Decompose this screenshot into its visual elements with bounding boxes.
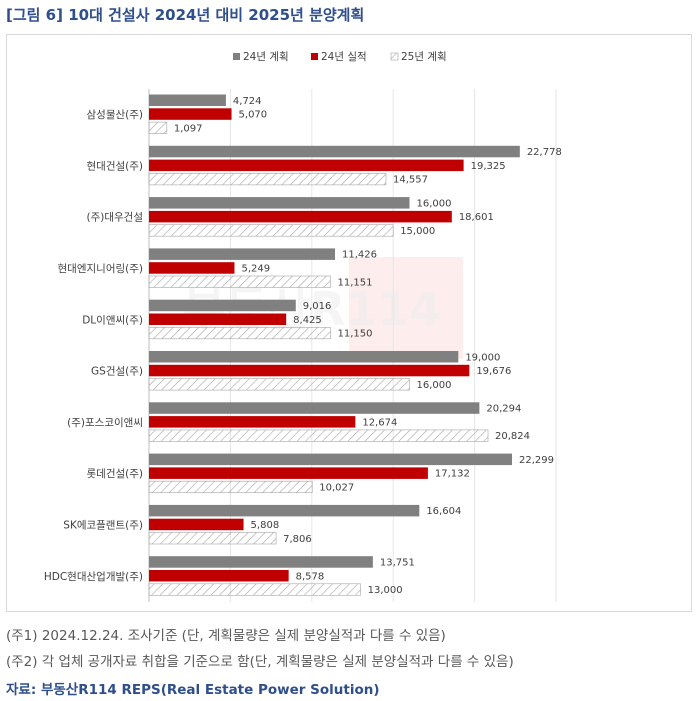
bar-plan-2024 (149, 453, 513, 466)
bar-plan-2025 (148, 224, 394, 237)
data-label: 11,426 (342, 250, 377, 261)
data-label: 19,676 (476, 366, 511, 377)
data-label: 16,604 (426, 506, 461, 517)
data-label: 7,806 (283, 534, 312, 545)
bar-actual-2024 (149, 467, 428, 479)
bar-plan-2025 (148, 121, 168, 134)
bars (148, 94, 520, 596)
category-label: GS건설(주) (91, 366, 143, 378)
figure-title: [그림 6] 10대 건설사 2024년 대비 2025년 분양계획 (6, 6, 365, 24)
chart-container: 부동산R114 24년 계획 24년 실적 25년 계획 삼성물산(주) 현대건설(주… (6, 34, 692, 612)
data-label: 13,000 (368, 585, 403, 596)
data-label: 11,151 (338, 277, 373, 288)
data-label: 5,070 (239, 110, 268, 121)
category-label: 삼성물산(주) (87, 109, 144, 121)
data-label: 10,027 (319, 482, 354, 493)
category-label: HDC현대산업개발(주) (44, 570, 143, 583)
data-label: 4,724 (233, 96, 262, 107)
data-label: 13,751 (380, 557, 415, 568)
bar-plan-2024 (149, 94, 226, 106)
footnote-2: (주2) 각 업체 공개자료 취합을 기준으로 함(단, 계획물량은 실제 분양… (6, 654, 514, 670)
legend: 24년 계획 24년 실적 25년 계획 (233, 51, 447, 63)
category-label: (주)대우건설 (87, 212, 144, 224)
bar-actual-2024 (149, 108, 232, 120)
legend-swatch-1 (233, 53, 240, 60)
data-label: 22,778 (527, 147, 562, 158)
category-label: DL이앤씨(주) (82, 314, 143, 326)
legend-swatch-2 (311, 53, 318, 60)
bar-plan-2024 (149, 248, 336, 260)
data-label: 11,150 (338, 329, 373, 340)
data-label: 14,557 (393, 175, 428, 186)
bar-actual-2024 (149, 364, 470, 377)
data-label: 20,294 (486, 404, 521, 415)
watermark-box (349, 257, 463, 359)
bar-plan-2024 (149, 556, 373, 568)
bar-actual-2024 (149, 159, 464, 172)
data-label: 12,674 (362, 417, 397, 428)
bar-actual-2024 (149, 210, 452, 223)
bar-plan-2024 (149, 299, 296, 312)
data-label: 22,299 (519, 455, 554, 466)
bar-plan-2025 (148, 480, 313, 494)
bar-plan-2025 (148, 583, 361, 596)
data-label: 8,578 (296, 571, 325, 582)
data-label: 18,601 (459, 212, 494, 223)
bar-plan-2025 (148, 173, 387, 186)
category-label: 롯데건설(주) (87, 468, 144, 480)
data-label: 8,425 (293, 315, 322, 326)
bar-actual-2024 (149, 262, 235, 274)
legend-label-1: 24년 계획 (243, 51, 289, 63)
legend-label-3: 25년 계획 (401, 51, 447, 63)
value-labels: 4,724 5,070 1,097 22,778 19,325 14,557 16,000 1… (174, 96, 562, 596)
bar-plan-2024 (149, 504, 420, 517)
category-label: 현대엔지니어링(주) (58, 263, 143, 275)
data-label: 19,000 (465, 352, 500, 363)
data-label: 9,016 (303, 301, 332, 312)
data-label: 5,808 (251, 520, 280, 531)
bar-plan-2025 (148, 326, 331, 340)
bar-actual-2024 (149, 416, 356, 428)
bar-plan-2024 (149, 402, 480, 414)
bar-plan-2025 (148, 275, 331, 288)
data-label: 5,249 (241, 263, 270, 274)
data-label: 16,000 (416, 380, 451, 391)
data-label: 17,132 (435, 469, 470, 480)
source-credit: 자료: 부동산R114 REPS(Real Estate Power Solut… (6, 682, 380, 698)
bar-actual-2024 (149, 313, 287, 325)
legend-label-2: 24년 실적 (321, 51, 367, 63)
bar-plan-2025 (148, 429, 489, 442)
data-label: 15,000 (400, 226, 435, 237)
legend-swatch-3 (390, 52, 399, 61)
bar-plan-2024 (149, 351, 459, 363)
data-label: 16,000 (416, 198, 451, 209)
data-label: 20,824 (495, 431, 530, 442)
bar-plan-2025 (148, 378, 410, 391)
category-label: SK에코플랜트(주) (63, 519, 143, 531)
bar-plan-2024 (149, 145, 520, 158)
bar-plan-2024 (149, 197, 410, 209)
bar-chart: 부동산R114 24년 계획 24년 실적 25년 계획 삼성물산(주)현대건설(주… (44, 51, 562, 602)
bar-actual-2024 (149, 570, 289, 582)
bar-actual-2024 (149, 518, 244, 531)
data-label: 1,097 (174, 123, 203, 134)
footnote-1: (주1) 2024.12.24. 조사기준 (단, 계획물량은 실제 분양실적과… (6, 628, 446, 644)
category-label: 현대건설(주) (87, 160, 144, 172)
data-label: 19,325 (471, 161, 506, 172)
category-label: (주)포스코이앤씨 (67, 417, 143, 429)
bar-plan-2025 (148, 532, 277, 545)
